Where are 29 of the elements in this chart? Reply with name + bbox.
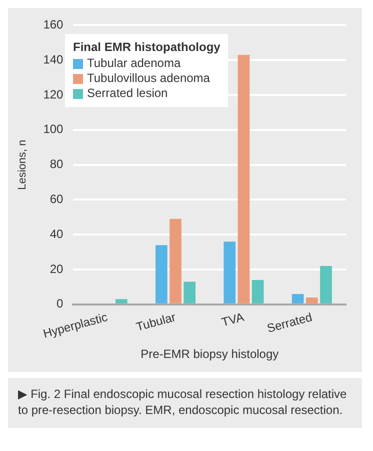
bar (184, 282, 196, 304)
legend-title: Final EMR histopathology (73, 40, 220, 55)
bar (252, 280, 264, 304)
y-tick-label: 60 (50, 192, 64, 206)
x-tick-label: Tubular (134, 310, 178, 334)
y-tick-label: 140 (43, 52, 64, 66)
bar (292, 294, 304, 304)
y-tick-label: 160 (43, 18, 64, 32)
legend-label: Serrated lesion (87, 86, 168, 101)
bar (320, 266, 332, 304)
bar (115, 299, 128, 304)
bar (170, 218, 182, 304)
legend-label: Tubulovillous adenoma (87, 71, 210, 86)
text: ▶ Fig. 2 Final endoscopic mucosal resection histology relative to pre-resection biopsy. EMR, endoscopic mucosal resection. (18, 386, 348, 418)
y-tick-label: 40 (50, 226, 64, 241)
y-tick-label: 20 (50, 262, 64, 276)
x-tick-label: TVA (220, 310, 246, 330)
bar (238, 54, 250, 304)
y-tick-label: 120 (43, 87, 64, 102)
y-axis-title: Lesions, n (16, 140, 29, 190)
bar (306, 297, 318, 304)
y-tick-label: 100 (43, 122, 64, 136)
bar (156, 245, 168, 304)
y-tick-label: 0 (56, 296, 64, 311)
x-tick-label: Serrated (265, 310, 314, 336)
legend-label: Tubular adenoma (87, 56, 181, 71)
bar (224, 242, 236, 304)
y-tick-label: 80 (50, 157, 64, 172)
x-axis-title: Pre-EMR biopsy histology (140, 347, 279, 362)
